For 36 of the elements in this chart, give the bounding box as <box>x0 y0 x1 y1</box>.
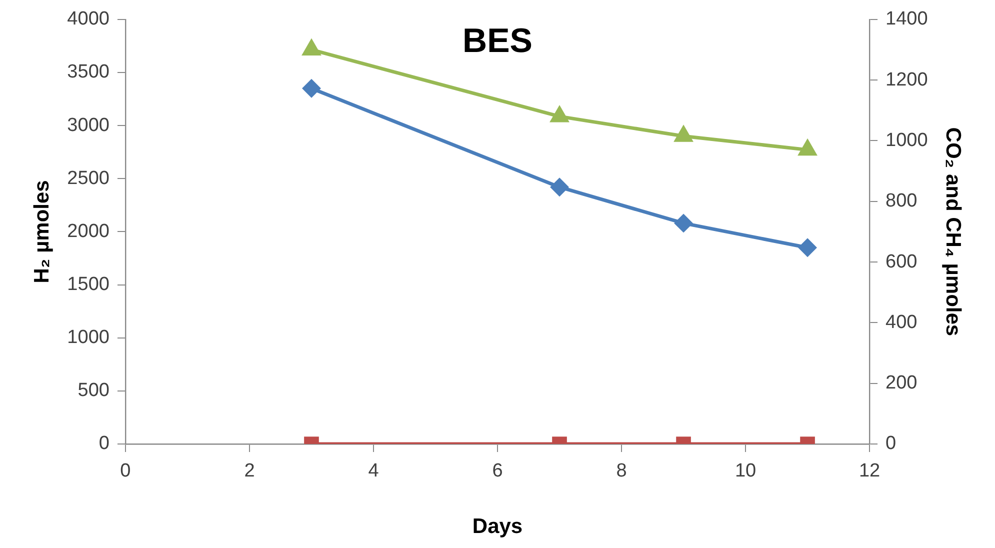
y-tick-label: 1000 <box>67 327 110 348</box>
y2-tick-label: 400 <box>886 312 918 333</box>
y2-tick-label: 200 <box>886 372 918 394</box>
x-tick-label: 10 <box>734 460 756 482</box>
y-tick-label: 0 <box>98 433 110 454</box>
x-tick-label: 2 <box>244 460 255 482</box>
chart-title: BES <box>462 22 532 60</box>
y-tick-label: 1500 <box>67 274 110 296</box>
y-axis-title: H₂ µmoles <box>30 180 54 284</box>
x-tick-label: 8 <box>616 460 627 482</box>
x-tick-label: 4 <box>368 460 380 482</box>
point <box>550 106 568 122</box>
point <box>302 40 320 56</box>
y2-tick-label: 600 <box>886 251 918 272</box>
x-tick-label: 0 <box>120 460 131 482</box>
y2-tick-label: 1200 <box>886 69 928 90</box>
x-tick-label: 6 <box>492 460 503 482</box>
y-tick-label: 2500 <box>67 168 110 189</box>
y2-tick-label: 800 <box>886 190 918 212</box>
y-tick-label: 3000 <box>67 114 110 136</box>
x-axis-title: Days <box>472 515 523 538</box>
y2-axis-title: CO₂ and CH₄ µmoles <box>942 127 965 336</box>
point <box>302 80 320 98</box>
y2-tick-label: 0 <box>886 433 896 454</box>
y-tick-label: 3500 <box>67 62 110 83</box>
point <box>674 126 692 142</box>
point <box>550 178 568 196</box>
y-tick-label: 2000 <box>67 220 110 242</box>
y-tick-label: 500 <box>78 380 110 402</box>
point <box>798 140 816 156</box>
point <box>674 214 692 232</box>
point <box>798 238 816 256</box>
y2-tick-label: 1400 <box>886 8 928 30</box>
x-tick-label: 12 <box>858 460 880 482</box>
y-tick-label: 4000 <box>67 8 110 30</box>
y2-tick-label: 1000 <box>886 130 928 151</box>
